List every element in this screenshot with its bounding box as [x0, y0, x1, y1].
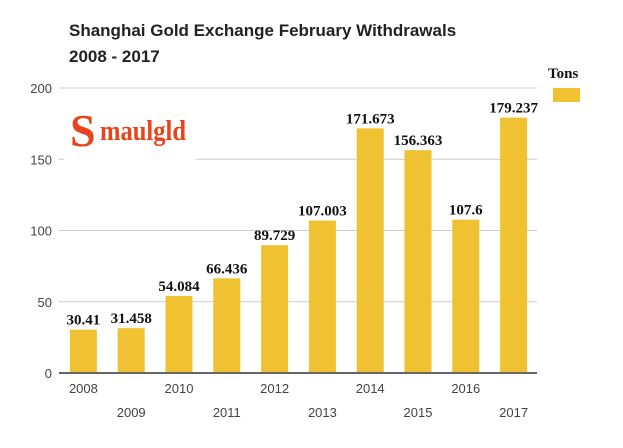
legend-swatch	[553, 88, 580, 102]
x-tick-label: 2017	[499, 405, 528, 420]
chart-title-line-1: Shanghai Gold Exchange February Withdraw…	[69, 21, 456, 40]
y-tick-label: 200	[30, 81, 52, 96]
y-tick-label: 0	[45, 366, 52, 381]
bar-2011	[213, 278, 241, 372]
data-label: 54.084	[158, 279, 200, 295]
y-tick-label: 50	[38, 295, 52, 310]
x-tick-label: 2009	[117, 405, 146, 420]
legend-label: Tons	[548, 66, 578, 82]
data-label: 89.729	[254, 228, 295, 244]
bar-2017	[500, 117, 528, 372]
data-label: 30.41	[67, 313, 101, 329]
chart-title-line-2: 2008 - 2017	[69, 47, 160, 66]
bar-2016	[452, 219, 480, 372]
bar-2015	[404, 150, 432, 372]
x-tick-label: 2014	[356, 381, 385, 396]
bar-2010	[165, 295, 193, 372]
logo-initial: S	[70, 105, 96, 156]
x-tick-label: 2010	[165, 381, 194, 396]
data-label: 179.237	[489, 101, 538, 117]
x-tick-label: 2015	[404, 405, 433, 420]
x-tick-label: 2008	[69, 381, 98, 396]
x-tick-label: 2016	[451, 381, 480, 396]
legend: Tons	[548, 66, 580, 102]
data-label: 66.436	[206, 261, 248, 277]
logo: S maulgld	[64, 97, 196, 175]
data-label: 107.6	[449, 203, 483, 219]
data-label: 31.458	[111, 311, 152, 327]
y-tick-label: 150	[30, 152, 52, 167]
data-label: 171.673	[346, 111, 395, 127]
bar-2008	[69, 329, 97, 372]
y-tick-label: 100	[30, 224, 52, 239]
data-label: 107.003	[298, 204, 347, 220]
bar-2014	[356, 128, 384, 372]
logo-text: maulgld	[100, 116, 186, 147]
x-tick-label: 2013	[308, 405, 337, 420]
bar-2013	[308, 220, 336, 372]
x-tick-label: 2011	[213, 405, 241, 420]
data-label: 156.363	[394, 133, 443, 149]
bar-2012	[261, 245, 289, 372]
x-tick-label: 2012	[260, 381, 289, 396]
bar-2009	[117, 328, 145, 372]
